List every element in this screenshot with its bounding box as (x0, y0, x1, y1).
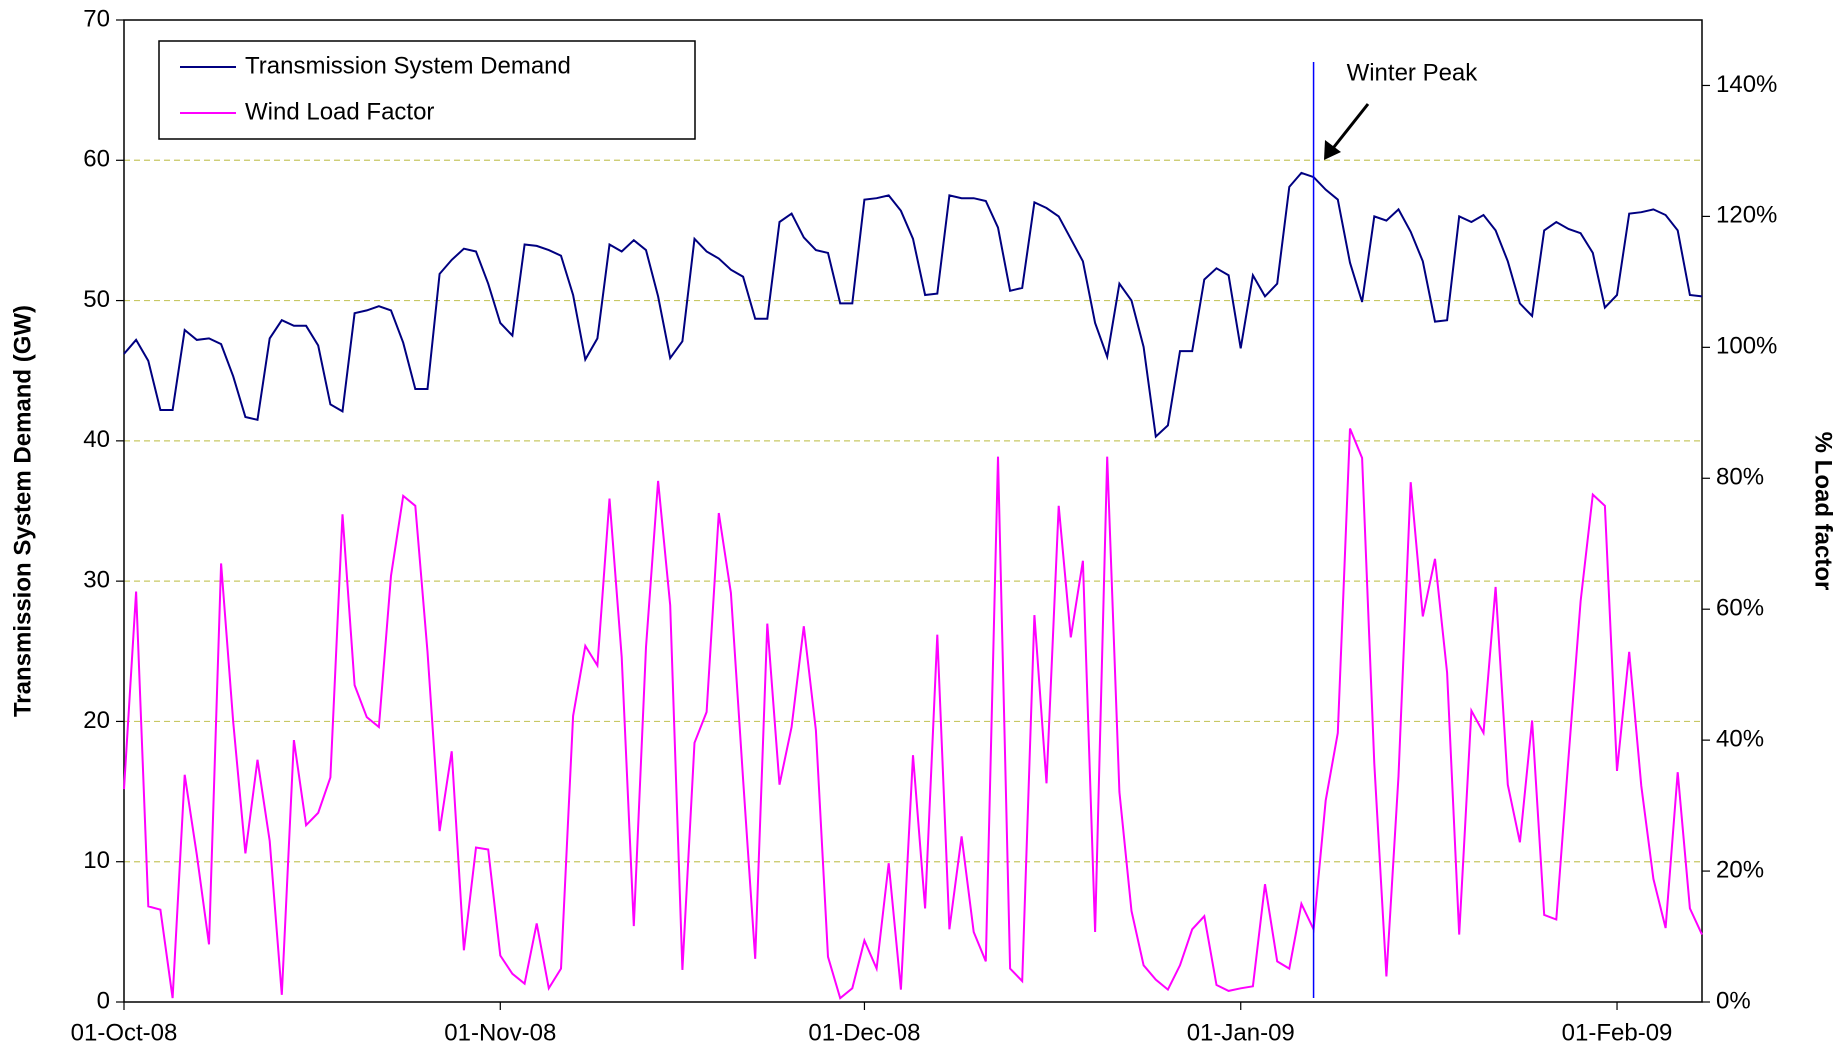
y2-tick-label: 120% (1716, 202, 1777, 229)
y-tick-label: 70 (83, 5, 110, 32)
y2-axis-label: % Load factor (1810, 432, 1837, 591)
y-tick-label: 50 (83, 286, 110, 313)
annotation-arrow (1328, 103, 1370, 153)
legend-label: Wind Load Factor (245, 98, 434, 125)
annotation-text: Winter Peak (1347, 59, 1479, 86)
x-tick-label: 01-Oct-08 (71, 1019, 178, 1046)
y-tick-label: 60 (83, 146, 110, 173)
x-tick-label: 01-Feb-09 (1562, 1019, 1673, 1046)
y-tick-label: 20 (83, 707, 110, 734)
x-tick-label: 01-Dec-08 (808, 1019, 920, 1046)
plot-frame (123, 19, 1703, 1003)
y2-tick-label: 140% (1716, 71, 1777, 98)
y-tick-label: 40 (83, 426, 110, 453)
y2-tick-label: 60% (1716, 595, 1764, 622)
series-line (123, 428, 1703, 1000)
y-tick-label: 10 (83, 847, 110, 874)
x-tick-label: 01-Nov-08 (444, 1019, 556, 1046)
y2-tick-label: 100% (1716, 333, 1777, 360)
legend-box (158, 40, 696, 140)
y2-tick-label: 80% (1716, 464, 1764, 491)
y2-tick-label: 0% (1716, 987, 1751, 1014)
y-axis-label: Transmission System Demand (GW) (9, 305, 36, 717)
x-tick-label: 01-Jan-09 (1187, 1019, 1295, 1046)
legend-label: Transmission System Demand (245, 52, 571, 79)
y2-tick-label: 40% (1716, 725, 1764, 752)
annotation-arrowhead (1324, 140, 1341, 160)
y-tick-label: 0 (97, 987, 110, 1014)
y2-tick-label: 20% (1716, 856, 1764, 883)
series-line (123, 171, 1703, 439)
y-tick-label: 30 (83, 566, 110, 593)
